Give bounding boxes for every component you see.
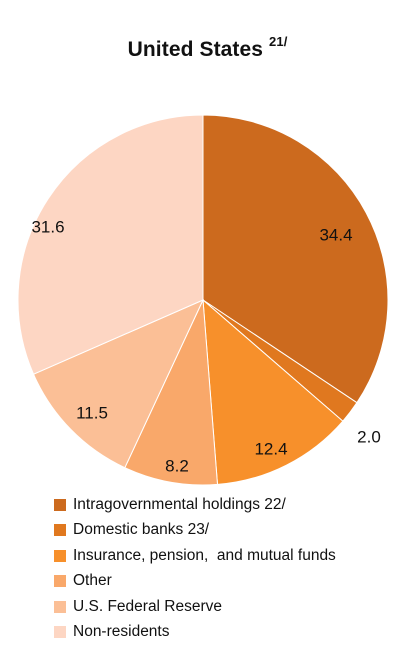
slice-data-label: 34.4 bbox=[319, 225, 352, 244]
slice-data-label: 8.2 bbox=[165, 456, 189, 475]
pie-slice bbox=[32, 299, 205, 469]
legend-item: Intragovernmental holdings 22/ bbox=[54, 492, 336, 518]
legend-label: Insurance, pension, and mutual funds bbox=[73, 546, 336, 564]
pie-slice bbox=[124, 298, 219, 486]
chart-title: United States 21/ bbox=[0, 34, 415, 62]
legend-item: Non-residents bbox=[54, 620, 336, 646]
chart-title-note: 21/ bbox=[269, 34, 288, 49]
legend-item: Insurance, pension, and mutual funds bbox=[54, 543, 336, 569]
slice-data-label: 11.5 bbox=[76, 403, 108, 422]
legend-label: Domestic banks 23/ bbox=[73, 521, 210, 539]
legend-swatch bbox=[54, 498, 66, 511]
legend-swatch bbox=[54, 524, 66, 537]
legend-label: Intragovernmental holdings 22/ bbox=[73, 495, 286, 513]
legend-swatch bbox=[54, 600, 66, 613]
legend-item: U.S. Federal Reserve bbox=[54, 594, 336, 620]
pie-slices bbox=[17, 114, 389, 486]
legend-swatch bbox=[54, 549, 66, 562]
slice-data-label: 31.6 bbox=[31, 217, 64, 236]
pie-data-labels: 34.4 2.0 12.4 8.2 11.5 31.6 bbox=[31, 217, 380, 475]
slice-data-label: 2.0 bbox=[357, 427, 381, 446]
legend-item: Domestic banks 23/ bbox=[54, 518, 336, 544]
chart-title-text: United States bbox=[127, 38, 264, 61]
legend-label: U.S. Federal Reserve bbox=[73, 597, 223, 615]
chart-legend: Intragovernmental holdings 22/Domestic b… bbox=[54, 492, 336, 645]
slice-data-label: 12.4 bbox=[254, 439, 287, 458]
legend-item: Other bbox=[54, 569, 336, 595]
legend-swatch bbox=[54, 626, 66, 639]
pie-slice bbox=[17, 114, 204, 375]
pie-slice bbox=[202, 298, 344, 485]
legend-label: Other bbox=[73, 572, 112, 590]
legend-label: Non-residents bbox=[73, 623, 170, 641]
pie-chart: 34.4 2.0 12.4 8.2 11.5 31.6 bbox=[17, 114, 389, 486]
legend-swatch bbox=[54, 575, 66, 588]
